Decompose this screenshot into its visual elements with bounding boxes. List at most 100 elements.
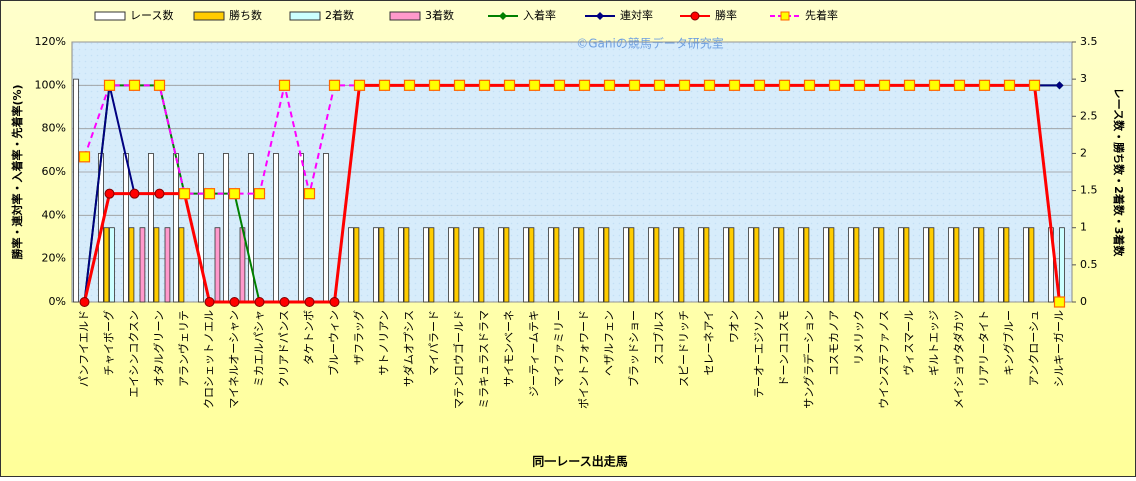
bar bbox=[148, 153, 154, 303]
point bbox=[753, 79, 766, 91]
x-tick-label: アランヴェリテ bbox=[177, 310, 191, 387]
point bbox=[978, 79, 991, 91]
bar bbox=[273, 153, 279, 303]
x-tick-label: コスモカノア bbox=[828, 310, 841, 376]
bar bbox=[703, 227, 710, 303]
bar bbox=[498, 227, 504, 303]
bar bbox=[978, 227, 985, 303]
point bbox=[1003, 79, 1016, 91]
bar bbox=[528, 227, 535, 303]
bar bbox=[828, 227, 835, 303]
x-tick-label: スピードリッチ bbox=[678, 310, 691, 387]
x-tick-label: マテンロウゴールド bbox=[452, 310, 466, 409]
x-tick-label: サイモンベーネ bbox=[503, 310, 516, 387]
point bbox=[129, 188, 140, 199]
point bbox=[329, 297, 340, 307]
bar bbox=[109, 227, 115, 303]
bar bbox=[748, 227, 754, 303]
bar bbox=[348, 227, 354, 303]
bar bbox=[803, 227, 810, 303]
legend-marker bbox=[780, 11, 790, 21]
bar bbox=[823, 227, 829, 303]
x-tick-label: クロシェットノエル bbox=[203, 310, 216, 409]
point bbox=[229, 297, 240, 307]
bar bbox=[723, 227, 729, 303]
x-tick-label: セレーネアイ bbox=[703, 310, 716, 375]
bar bbox=[248, 153, 254, 303]
point bbox=[728, 79, 741, 91]
bar bbox=[353, 227, 360, 303]
point bbox=[153, 79, 166, 91]
x-tick-label: オタルグリーン bbox=[152, 310, 166, 386]
x-tick-label: サダムオプシス bbox=[402, 310, 416, 387]
legend-label: レース数 bbox=[130, 9, 173, 22]
point bbox=[353, 79, 366, 91]
point bbox=[279, 297, 290, 307]
x-tick-label: マイファミリー bbox=[553, 310, 566, 387]
bar bbox=[123, 153, 129, 303]
bar bbox=[503, 227, 510, 303]
bar bbox=[548, 227, 554, 303]
bar bbox=[164, 227, 171, 303]
y-tick-label: 80% bbox=[42, 122, 66, 135]
y-tick-label: 0% bbox=[49, 295, 66, 308]
point bbox=[653, 79, 666, 91]
x-tick-label: ヴィスマール bbox=[902, 310, 916, 376]
bar bbox=[628, 227, 635, 303]
y-tick-label: 100% bbox=[35, 78, 66, 91]
bar bbox=[1003, 227, 1010, 303]
bar bbox=[603, 227, 610, 303]
point bbox=[228, 188, 241, 200]
legend-marker bbox=[690, 11, 700, 21]
bar bbox=[103, 227, 110, 303]
x-tick-label: マイネルオーシャン bbox=[228, 310, 241, 409]
y-tick-label: 120% bbox=[35, 35, 66, 48]
point bbox=[154, 188, 165, 199]
bar bbox=[1028, 227, 1035, 303]
bar bbox=[778, 227, 785, 303]
y2-tick-label: 3.5 bbox=[1080, 35, 1098, 48]
x-tick-label: スコブルス bbox=[652, 310, 666, 365]
y-tick-label: 20% bbox=[42, 252, 66, 265]
bar bbox=[298, 153, 304, 303]
point bbox=[678, 79, 691, 91]
x-tick-label: サトノリアン bbox=[378, 310, 391, 376]
x-tick-label: シルキーガール bbox=[1053, 310, 1066, 387]
bar bbox=[578, 227, 585, 303]
legend-label: 勝ち数 bbox=[229, 8, 262, 22]
point bbox=[928, 79, 941, 91]
bar bbox=[953, 227, 960, 303]
x-tick-label: リアリータイト bbox=[978, 310, 991, 387]
point bbox=[303, 188, 316, 200]
x-tick-label: リメリック bbox=[853, 310, 866, 365]
bar bbox=[453, 227, 460, 303]
x-tick-label: ザフラッグ bbox=[352, 310, 366, 365]
x-tick-label: サングラデーション bbox=[802, 310, 816, 409]
point bbox=[78, 151, 91, 163]
bar bbox=[598, 227, 604, 303]
point bbox=[478, 79, 491, 91]
x-tick-label: アンクローシュ bbox=[1028, 310, 1041, 386]
bar bbox=[173, 153, 179, 303]
bar bbox=[423, 227, 429, 303]
point bbox=[503, 79, 516, 91]
point bbox=[178, 188, 191, 200]
bar bbox=[214, 227, 221, 303]
bar bbox=[928, 227, 935, 303]
point bbox=[128, 79, 141, 91]
watermark: ©Ganiの競馬データ研究室 bbox=[576, 36, 724, 51]
point bbox=[204, 297, 215, 307]
point bbox=[953, 79, 966, 91]
bar bbox=[323, 153, 329, 303]
bar bbox=[773, 227, 779, 303]
bar bbox=[378, 227, 385, 303]
x-tick-label: ヘザルフェン bbox=[603, 310, 616, 376]
bar bbox=[223, 153, 229, 303]
point bbox=[428, 79, 441, 91]
bar bbox=[678, 227, 685, 303]
bar bbox=[398, 227, 404, 303]
bar bbox=[698, 227, 704, 303]
point bbox=[703, 79, 716, 91]
bar bbox=[1023, 227, 1029, 303]
point bbox=[328, 79, 341, 91]
